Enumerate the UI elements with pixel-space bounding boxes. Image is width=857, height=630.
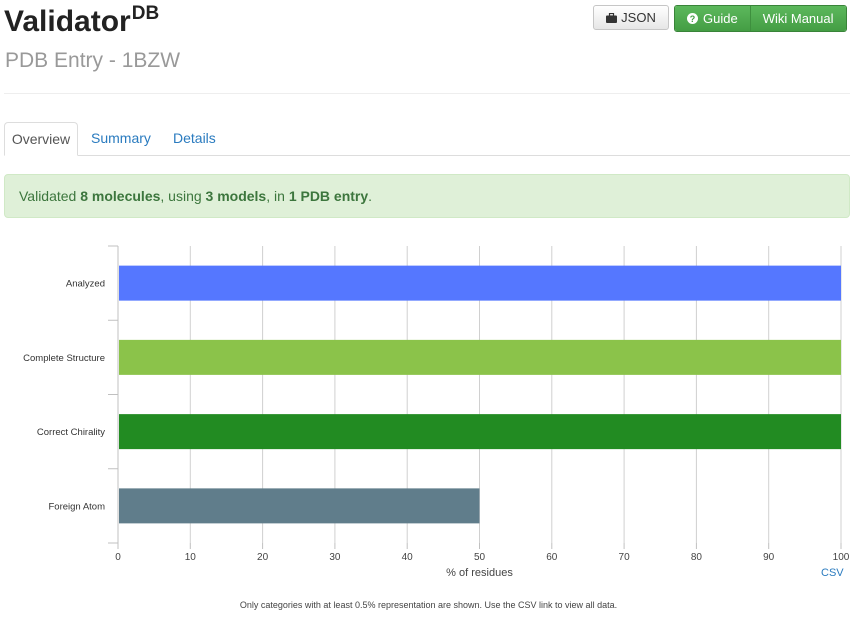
tab-summary[interactable]: Summary — [91, 130, 151, 146]
json-button[interactable]: JSON — [593, 5, 669, 30]
page-subtitle: PDB Entry - 1BZW — [5, 49, 181, 72]
x-tick-label: 30 — [329, 552, 341, 563]
category-label: Correct Chirality — [37, 427, 105, 438]
alert-text-mid2: , in — [266, 188, 289, 204]
guide-button[interactable]: ? Guide — [675, 6, 750, 31]
help-button-group: ? Guide Wiki Manual — [674, 5, 847, 32]
x-tick-label: 0 — [115, 552, 121, 563]
residue-chart: 0 10 20 30 40 50 60 70 80 90 100 Analyzed Complete S… — [0, 240, 857, 590]
question-circle-icon: ? — [687, 13, 698, 24]
residue-chart-svg: 0 10 20 30 40 50 60 70 80 90 100 Analyzed Complete S… — [23, 245, 850, 579]
wiki-manual-button-label: Wiki Manual — [762, 11, 834, 26]
alert-molecules-count: 8 molecules — [80, 188, 161, 204]
chart-footnote: Only categories with at least 0.5% repre… — [239, 600, 618, 610]
csv-link[interactable]: CSV — [821, 567, 844, 579]
x-tick-label: 90 — [763, 552, 775, 563]
bar — [119, 265, 841, 301]
tab-bar: Overview Summary Details — [4, 122, 850, 156]
brand-superscript: DB — [131, 3, 160, 24]
category-label: Complete Structure — [23, 353, 105, 364]
x-tick-label: 50 — [474, 552, 486, 563]
bar — [119, 488, 480, 524]
bar — [119, 414, 841, 450]
x-tick-label: 80 — [691, 552, 703, 563]
bar — [119, 339, 841, 375]
category-label: Foreign Atom — [49, 501, 106, 512]
alert-text-prefix: Validated — [19, 188, 81, 204]
alert-text-mid1: , using — [160, 188, 206, 204]
wiki-manual-button[interactable]: Wiki Manual — [749, 6, 846, 31]
validation-alert: Validated 8 molecules, using 3 models, i… — [4, 174, 850, 218]
x-tick-label: 100 — [833, 552, 850, 563]
tab-details[interactable]: Details — [173, 130, 216, 146]
x-axis-label: % of residues — [446, 567, 513, 579]
header-divider — [4, 93, 850, 94]
alert-models-count: 3 models — [205, 188, 267, 204]
brand-title: ValidatorDB — [4, 2, 159, 46]
json-button-label: JSON — [621, 10, 656, 25]
alert-text-suffix: . — [368, 188, 373, 204]
briefcase-icon — [606, 12, 618, 23]
x-tick-label: 60 — [546, 552, 558, 563]
x-tick-label: 40 — [402, 552, 414, 563]
x-tick-label: 70 — [619, 552, 631, 563]
alert-entries-count: 1 PDB entry — [288, 188, 369, 204]
x-tick-label: 20 — [257, 552, 269, 563]
guide-button-label: Guide — [703, 11, 738, 26]
category-label: Analyzed — [66, 279, 105, 290]
x-tick-label: 10 — [185, 552, 197, 563]
tab-overview[interactable]: Overview — [4, 122, 78, 156]
brand-name: Validator — [4, 5, 131, 38]
